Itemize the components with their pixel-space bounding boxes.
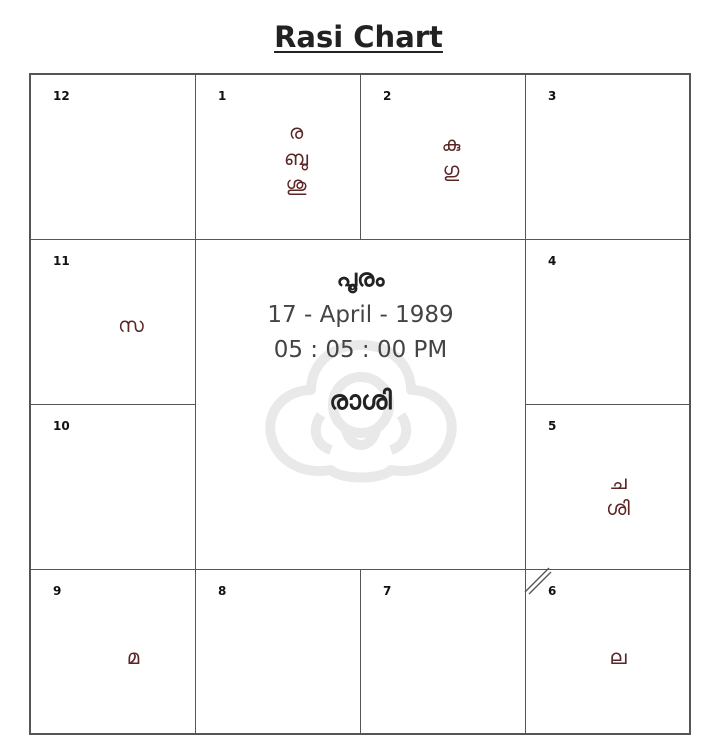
planet-list: മ: [103, 644, 163, 670]
planet-label: ബു: [283, 146, 309, 170]
house-number: 6: [548, 584, 557, 598]
house-number: 1: [218, 89, 227, 103]
house-3: 3: [525, 74, 690, 240]
house-number: 2: [383, 89, 392, 103]
planet-label: ച: [609, 470, 627, 494]
house-number: 12: [53, 89, 70, 103]
house-number: 4: [548, 254, 557, 268]
house-9: 9 മ: [30, 569, 196, 734]
house-10: 10: [30, 404, 196, 570]
house-8: 8: [195, 569, 361, 734]
house-7: 7: [360, 569, 526, 734]
planet-label: മ: [126, 645, 140, 669]
planet-list: ല: [588, 644, 648, 670]
house-number: 5: [548, 419, 557, 433]
chart-center: പൂരം 17 - April - 1989 05 : 05 : 00 PM ര…: [195, 239, 526, 570]
planet-label: ല: [609, 645, 627, 669]
lagna-marker-icon: [524, 567, 552, 595]
house-number: 11: [53, 254, 70, 268]
house-5: 5 ച ശി: [525, 404, 690, 570]
birth-date: 17 - April - 1989: [267, 302, 454, 328]
chart-title: Rasi Chart: [274, 20, 443, 54]
house-6: 6 ല: [524, 567, 690, 734]
planet-label: ഗു: [442, 158, 460, 182]
house-4: 4: [525, 239, 690, 405]
planet-label: ര: [288, 120, 304, 144]
planet-list: സ: [101, 312, 161, 338]
planet-list: ച ശി: [588, 469, 648, 521]
rasi-chart-grid: 12 1 ര ബു ശു 2 കു ഗു 3 11 സ 4 10 5 ച ശി: [29, 73, 691, 735]
house-12: 12: [30, 74, 196, 240]
planet-label: സ: [118, 313, 144, 337]
house-number: 10: [53, 419, 70, 433]
planet-label: കു: [441, 132, 461, 156]
planet-list: കു ഗു: [421, 131, 481, 183]
planet-list: ര ബു ശു: [266, 119, 326, 197]
house-number: 8: [218, 584, 227, 598]
ganesha-watermark-icon: [265, 340, 457, 483]
rasi-label: രാശി: [329, 386, 392, 416]
planet-label: ശി: [606, 496, 630, 520]
house-1: 1 ര ബു ശു: [195, 74, 361, 240]
house-number: 7: [383, 584, 392, 598]
house-2: 2 കു ഗു: [360, 74, 526, 240]
house-number: 9: [53, 584, 62, 598]
birth-time: 05 : 05 : 00 PM: [273, 337, 448, 363]
planet-label: ശു: [285, 172, 307, 196]
nakshatra-label: പൂരം: [336, 264, 385, 292]
house-number: 3: [548, 89, 557, 103]
house-11: 11 സ: [30, 239, 196, 405]
